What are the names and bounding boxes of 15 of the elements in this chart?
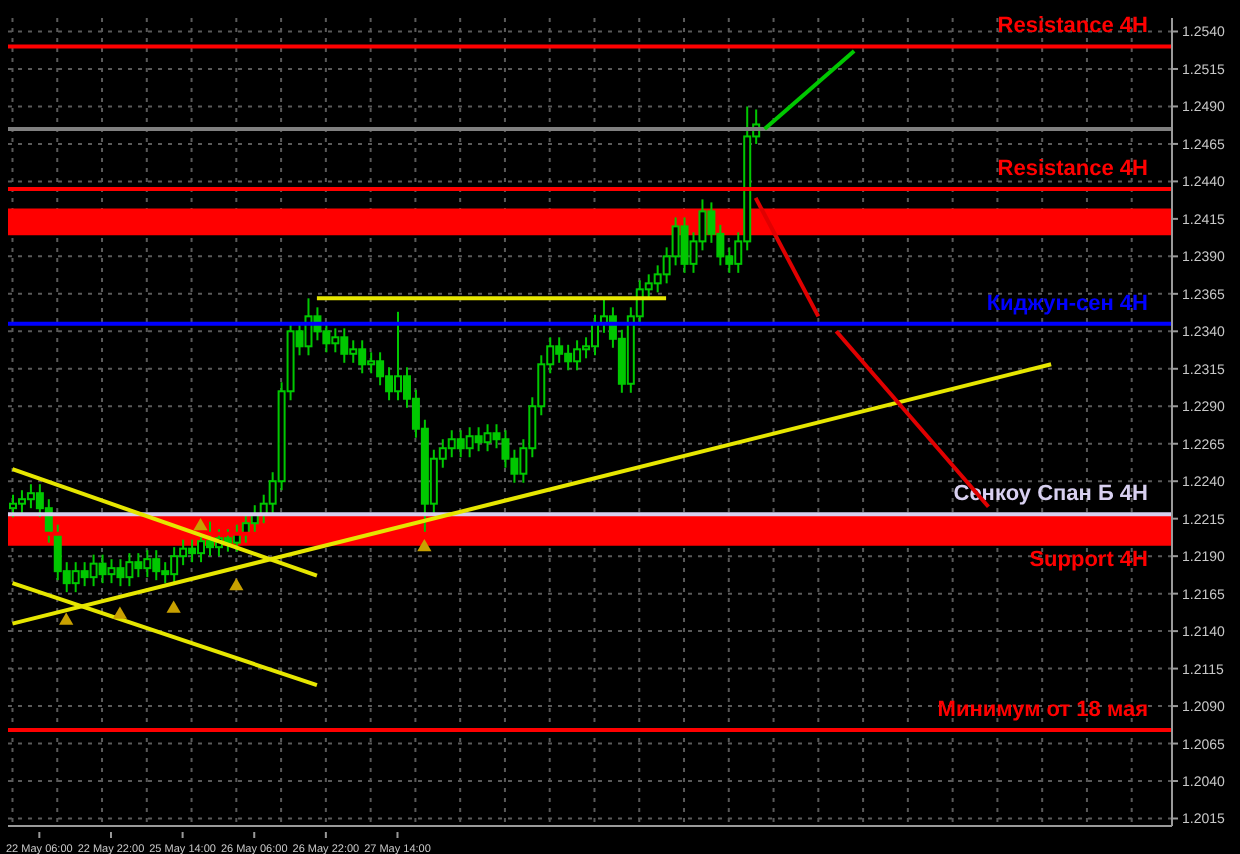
ref-line-label: Resistance 4H — [997, 14, 1149, 39]
ref-line-label: Киджун-сен 4H — [986, 291, 1149, 316]
candlestick — [680, 216, 689, 274]
candlestick — [107, 558, 116, 585]
ref-line-label: Resistance 4H — [997, 156, 1149, 181]
candlestick — [98, 553, 107, 585]
point — [417, 538, 432, 552]
point — [112, 606, 128, 619]
candlestick — [501, 429, 510, 469]
ref-line-label: Support 4H — [1029, 547, 1149, 572]
ref-line-label: Минимум от 18 мая — [937, 698, 1148, 723]
point — [59, 612, 74, 625]
point — [229, 577, 244, 591]
point — [193, 517, 208, 531]
point — [166, 600, 181, 613]
